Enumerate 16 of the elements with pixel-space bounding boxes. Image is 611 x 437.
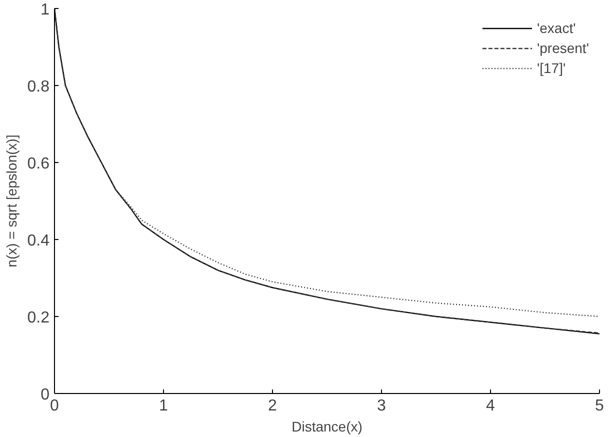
x-tick-label: 2: [268, 398, 278, 414]
legend-label: 'present': [536, 40, 589, 56]
x-tick-label: 4: [486, 398, 496, 414]
y-tick-label: 0.6: [27, 156, 50, 172]
legend-label: '[17]': [536, 60, 566, 76]
y-tick-label: 0: [40, 386, 50, 404]
y-tick-label: 1: [40, 2, 50, 18]
y-tick-label: 0.2: [27, 310, 50, 326]
x-tick-label: 3: [377, 398, 386, 414]
y-tick-label: 0.8: [27, 78, 50, 96]
y-axis-title: n(x) = sqrt [epslon(x)]: [3, 134, 20, 268]
legend-label: 'exact': [536, 20, 576, 36]
y-tick-label: 0.4: [27, 232, 50, 250]
x-tick-label: 5: [595, 398, 604, 414]
x-axis-title: Distance(x): [292, 418, 362, 434]
x-tick-label: 1: [159, 398, 168, 414]
